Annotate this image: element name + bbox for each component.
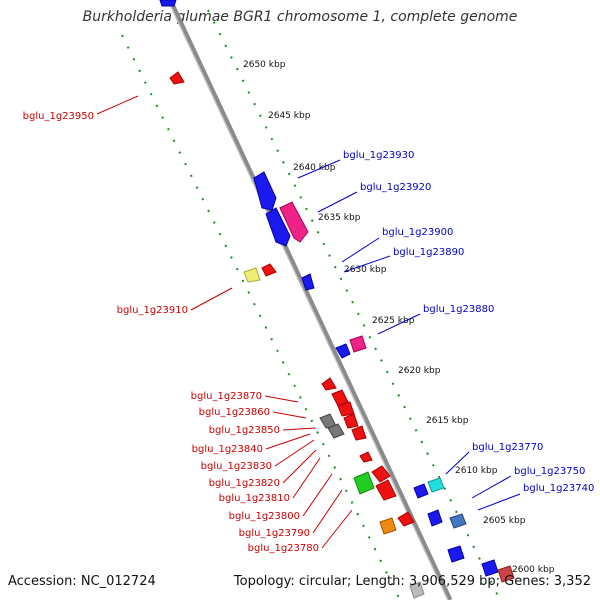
gene-feature[interactable] xyxy=(321,377,337,391)
gene-callout-line xyxy=(272,411,307,419)
gene-callout-line xyxy=(343,255,391,273)
genome-summary-label: Topology: circular; Length: 3,906,529 bp… xyxy=(233,574,591,589)
gene-label[interactable]: bglu_1g23860 xyxy=(199,407,270,418)
gene-label[interactable]: bglu_1g23790 xyxy=(239,528,310,539)
gene-feature[interactable] xyxy=(409,581,425,599)
gene-feature[interactable] xyxy=(375,479,397,501)
gene-feature[interactable] xyxy=(351,425,367,441)
gene-feature[interactable] xyxy=(243,267,261,283)
scale-tick-label: 2645 kbp xyxy=(268,111,311,121)
reverse-tick-track xyxy=(121,34,401,600)
gene-callout-line xyxy=(477,493,521,511)
gene-callout-line xyxy=(274,439,315,467)
scale-tick-label: 2635 kbp xyxy=(318,213,361,223)
gene-feature[interactable] xyxy=(427,477,445,493)
gene-feature[interactable] xyxy=(379,517,397,535)
gene-callout-line xyxy=(341,237,380,263)
gene-label[interactable]: bglu_1g23770 xyxy=(472,442,543,453)
gene-feature[interactable] xyxy=(343,413,359,429)
gene-feature[interactable] xyxy=(413,483,429,499)
gene-label[interactable]: bglu_1g23880 xyxy=(423,304,494,315)
gene-label[interactable]: bglu_1g23890 xyxy=(393,247,464,258)
gene-label[interactable]: bglu_1g23930 xyxy=(343,150,414,161)
gene-feature[interactable] xyxy=(159,0,177,7)
gene-callout-line xyxy=(96,95,139,115)
gene-callout-line xyxy=(264,395,299,403)
gene-label[interactable]: bglu_1g23870 xyxy=(191,391,262,402)
gene-feature[interactable] xyxy=(331,389,349,407)
gene-callout-line xyxy=(445,451,470,475)
gene-label[interactable]: bglu_1g23800 xyxy=(229,511,300,522)
scale-tick-label: 2605 kbp xyxy=(483,516,526,526)
scale-labels: 2650 kbp 2645 kbp 2640 kbp 2635 kbp 2630 kbp… xyxy=(243,60,555,575)
gene-label[interactable]: bglu_1g23780 xyxy=(248,543,319,554)
scale-tick-label: 2630 kbp xyxy=(344,265,387,275)
gene-callout-line xyxy=(312,489,343,534)
gene-feature[interactable] xyxy=(261,263,277,277)
gene-callout-line xyxy=(302,473,333,517)
gene-feature[interactable] xyxy=(335,343,351,359)
scale-tick-label: 2610 kbp xyxy=(455,466,498,476)
gene-callout-line xyxy=(282,449,317,484)
gene-label[interactable]: bglu_1g23830 xyxy=(201,461,272,472)
gene-feature[interactable] xyxy=(169,71,185,85)
gene-feature[interactable] xyxy=(371,465,391,483)
gene-label[interactable]: bglu_1g23740 xyxy=(523,483,594,494)
gene-feature[interactable] xyxy=(353,471,375,495)
scale-tick-label: 2625 kbp xyxy=(372,316,415,326)
scale-tick-label: 2600 kbp xyxy=(512,565,555,575)
gene-feature[interactable] xyxy=(497,565,515,583)
genome-backbone xyxy=(167,0,453,600)
scale-tick-label: 2615 kbp xyxy=(426,416,469,426)
gene-callout-line xyxy=(321,509,353,549)
gene-label[interactable]: bglu_1g23810 xyxy=(219,493,290,504)
scale-tick-label: 2620 kbp xyxy=(398,366,441,376)
gene-callout-line xyxy=(292,457,321,499)
gene-label[interactable]: bglu_1g23840 xyxy=(192,444,263,455)
gene-labels: bglu_1g23930bglu_1g23920bglu_1g23900bglu… xyxy=(23,95,594,554)
gene-label[interactable]: bglu_1g23750 xyxy=(514,466,585,477)
gene-feature[interactable] xyxy=(253,171,277,211)
gene-callout-line xyxy=(471,475,512,499)
scale-tick-label: 2650 kbp xyxy=(243,60,286,70)
gene-callout-line xyxy=(265,433,311,450)
scale-tick-label: 2640 kbp xyxy=(293,163,336,173)
gene-label[interactable]: bglu_1g23920 xyxy=(360,182,431,193)
gene-callout-line xyxy=(282,427,317,431)
gene-feature[interactable] xyxy=(427,509,443,527)
gene-feature[interactable] xyxy=(397,511,415,527)
gene-feature[interactable] xyxy=(481,559,499,577)
gene-feature[interactable] xyxy=(301,273,315,291)
gene-callout-line xyxy=(297,159,341,179)
gene-label[interactable]: bglu_1g23820 xyxy=(209,478,280,489)
gene-feature[interactable] xyxy=(327,423,345,439)
reverse-gene-features xyxy=(159,0,415,535)
gene-callout-line xyxy=(377,313,421,335)
gene-label[interactable]: bglu_1g23900 xyxy=(382,227,453,238)
accession-label: Accession: NC_012724 xyxy=(8,574,156,589)
gene-label[interactable]: bglu_1g23910 xyxy=(117,305,188,316)
gene-callout-line xyxy=(317,191,358,213)
gene-feature[interactable] xyxy=(449,513,467,529)
gene-label[interactable]: bglu_1g23850 xyxy=(209,425,280,436)
gene-feature[interactable] xyxy=(447,545,465,563)
gene-label[interactable]: bglu_1g23950 xyxy=(23,111,94,122)
gene-feature[interactable] xyxy=(265,207,291,247)
gene-callout-line xyxy=(190,287,233,311)
genome-backbone-highlight xyxy=(167,0,449,600)
page-title: Burkholderia glumae BGR1 chromosome 1, c… xyxy=(82,9,518,25)
gene-feature[interactable] xyxy=(279,201,309,243)
forward-gene-features xyxy=(253,171,515,599)
gene-feature[interactable] xyxy=(349,335,367,353)
gene-feature[interactable] xyxy=(359,451,373,463)
